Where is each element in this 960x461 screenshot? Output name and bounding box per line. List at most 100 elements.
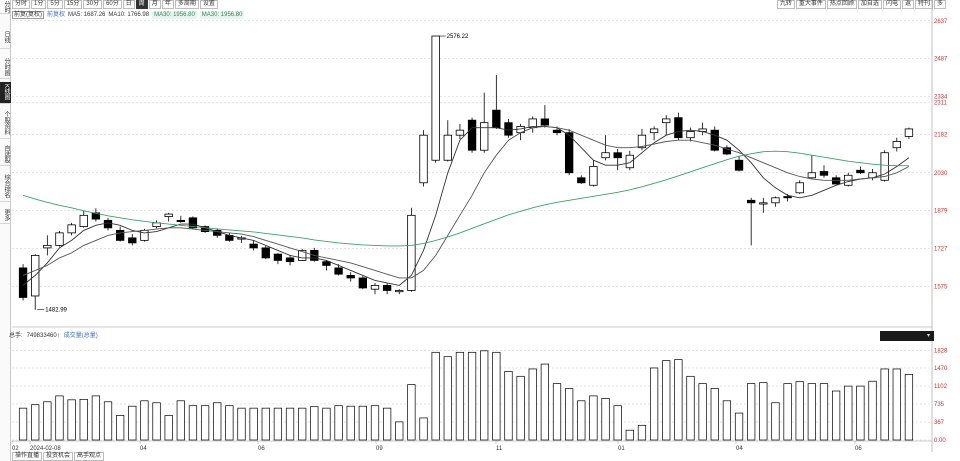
volume-bar: [589, 395, 598, 441]
volume-value: 749833460↑: [26, 333, 60, 339]
candle-up: [79, 214, 88, 227]
volume-bar: [164, 415, 173, 441]
candle-up: [589, 166, 598, 186]
left-tab-more[interactable]: 更多: [0, 206, 11, 224]
volume-bar: [346, 405, 355, 441]
volume-bar: [868, 380, 877, 441]
major-events-button[interactable]: 重大事件: [795, 0, 826, 9]
candle-up: [844, 174, 853, 186]
volume-bar: [18, 407, 28, 441]
volume-tick-label: 1828: [934, 348, 948, 354]
candle-down: [710, 129, 719, 151]
volume-bar: [710, 388, 719, 441]
price-tick-label: 2637: [934, 19, 948, 25]
period-multi[interactable]: 多周期: [174, 0, 199, 9]
period-1min[interactable]: 1分: [31, 0, 47, 9]
candle-up: [395, 290, 404, 293]
period-60min[interactable]: 60分: [103, 0, 122, 9]
candle-up: [698, 128, 707, 132]
candle-up: [298, 249, 307, 261]
volume-tag[interactable]: ▾: [880, 331, 934, 341]
candle-down: [346, 275, 355, 279]
period-15min[interactable]: 15分: [63, 0, 83, 9]
volume-bar: [383, 407, 392, 441]
candle-up: [795, 182, 804, 194]
bottom-tab-opportunity[interactable]: 投资机会: [43, 452, 74, 461]
candle-up: [152, 222, 161, 227]
bottom-tab-expert[interactable]: 高手观点: [74, 452, 105, 461]
adjust-badge[interactable]: 前复(复权): [12, 11, 44, 19]
volume-bar: [358, 405, 367, 441]
adjust-label: 前复权: [47, 12, 66, 18]
candle-up: [880, 152, 889, 181]
special-button[interactable]: 特刊: [914, 0, 933, 9]
volume-bar: [188, 405, 198, 441]
flash-button[interactable]: 闪电: [882, 0, 901, 9]
price-tick-label: 1575: [934, 285, 948, 291]
candle-down: [856, 169, 865, 174]
left-tab-fenshi[interactable]: 分时: [0, 0, 11, 14]
add-watchlist-button[interactable]: 加自选: [857, 0, 882, 9]
period-fenshi[interactable]: 分时: [12, 0, 31, 9]
candle-up: [904, 128, 914, 137]
candle-down: [819, 171, 829, 176]
period-month[interactable]: 月: [148, 0, 161, 9]
x-tick-label: 06: [258, 446, 265, 452]
candle-down: [128, 237, 137, 244]
period-5min[interactable]: 5分: [47, 0, 63, 9]
left-tab-zonghe-paiming[interactable]: 综合排名: [0, 170, 11, 202]
candle-down: [310, 249, 319, 261]
volume-bar: [759, 382, 768, 441]
candle-down: [382, 285, 392, 291]
left-tab-gegu-ziliao[interactable]: 个股资料: [0, 107, 11, 139]
candle-up: [407, 214, 416, 291]
left-tab-rixian[interactable]: 日线: [0, 25, 11, 49]
volume-bar: [649, 367, 659, 441]
candle-up: [140, 229, 149, 241]
left-tab-zixuangu[interactable]: 自选股: [0, 142, 11, 166]
x-tick-label: 09: [376, 446, 383, 452]
volume-bar: [807, 383, 816, 441]
volume-bar: [249, 407, 258, 441]
candle-down: [722, 147, 732, 155]
x-tick-label: 11: [496, 446, 503, 452]
volume-bar: [747, 383, 756, 441]
left-tab-fenshitu[interactable]: 分时图: [0, 55, 11, 79]
candle-down: [261, 247, 270, 259]
jiuzhuan-button[interactable]: 九转: [776, 0, 795, 9]
period-year[interactable]: 年: [161, 0, 174, 9]
candle-down: [249, 243, 258, 249]
x-tick-label: 06: [855, 446, 862, 452]
candle-up: [759, 202, 768, 205]
settings-button[interactable]: 设置: [199, 0, 218, 9]
volume-bar: [880, 368, 889, 441]
candle-up: [868, 172, 877, 179]
more-button[interactable]: 多: [933, 0, 946, 9]
hot-review-button[interactable]: 热点回顾: [826, 0, 857, 9]
volume-bar: [613, 405, 622, 441]
candle-up: [516, 126, 525, 134]
candle-down: [103, 219, 113, 229]
ma30-value-a: MA30: 1956.80: [152, 11, 197, 19]
candle-down: [188, 217, 198, 229]
left-tab-kline[interactable]: K线图: [0, 82, 11, 104]
volume-bar: [904, 373, 914, 441]
candle-up: [419, 134, 428, 184]
volume-bar: [540, 363, 549, 441]
candle-down: [831, 177, 841, 185]
volume-bar: [225, 405, 234, 441]
period-week[interactable]: 周: [135, 0, 148, 9]
volume-bar: [892, 368, 901, 441]
back-button[interactable]: 返: [901, 0, 914, 9]
period-day[interactable]: 日: [122, 0, 135, 9]
period-30min[interactable]: 30分: [83, 0, 103, 9]
candle-down: [358, 277, 368, 289]
volume-bar: [698, 383, 707, 441]
volume-tick-label: 367: [934, 420, 945, 426]
bottom-tab-live[interactable]: 操作直播: [12, 452, 43, 461]
volume-header: 总手: 749833460↑ 成交量(总量): [9, 332, 98, 340]
volume-type-link[interactable]: 成交量(总量): [63, 333, 98, 339]
price-tick-label: 2311: [934, 100, 948, 106]
volume-bar: [79, 398, 88, 441]
